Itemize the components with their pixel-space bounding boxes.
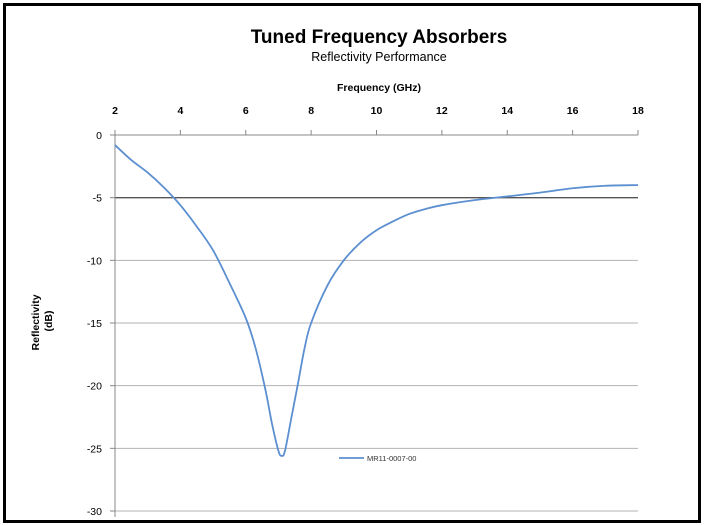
chart: Tuned Frequency Absorbers Reflectivity P… — [30, 27, 644, 518]
y-tick-label-3: -15 — [87, 318, 102, 330]
x-tick-label-3: 8 — [308, 105, 314, 117]
x-tick-label-8: 18 — [632, 105, 644, 117]
y-tick-label-1: -5 — [93, 193, 102, 205]
x-tick-label-1: 4 — [177, 105, 183, 117]
gridlines — [115, 197, 638, 512]
chart-subtitle: Reflectivity Performance — [311, 50, 447, 64]
chart-frame: Tuned Frequency Absorbers Reflectivity P… — [3, 3, 701, 523]
x-tick-label-5: 12 — [436, 105, 448, 117]
y-axis-title: Reflectivity (dB) — [30, 292, 55, 351]
x-tick-label-2: 6 — [243, 105, 249, 117]
legend: MR11-0007-00 — [339, 454, 416, 463]
y-axis-title-line-2: (dB) — [43, 311, 55, 332]
y-tick-label-2: -10 — [87, 255, 102, 267]
legend-label-0: MR11-0007-00 — [367, 454, 416, 463]
y-tick-label-4: -20 — [87, 381, 102, 393]
x-tick-label-7: 16 — [567, 105, 579, 117]
y-tick-label-5: -25 — [87, 443, 102, 455]
x-tick-label-4: 10 — [371, 105, 383, 117]
chart-title: Tuned Frequency Absorbers — [251, 27, 508, 48]
x-tick-label-0: 2 — [112, 105, 118, 117]
y-tick-label-6: -30 — [87, 506, 102, 518]
x-tick-label-6: 14 — [501, 105, 513, 117]
tick-labels: 2 4 6 8 10 12 14 16 18 0 -5 -10 -15 -20 -25 -30 — [87, 105, 644, 518]
y-tick-label-0: 0 — [96, 130, 102, 142]
axes — [110, 130, 639, 517]
series-line-0 — [114, 144, 639, 457]
y-axis-title-line-1: Reflectivity — [30, 294, 42, 350]
series-lines — [114, 144, 639, 457]
x-axis-title: Frequency (GHz) — [337, 82, 421, 94]
